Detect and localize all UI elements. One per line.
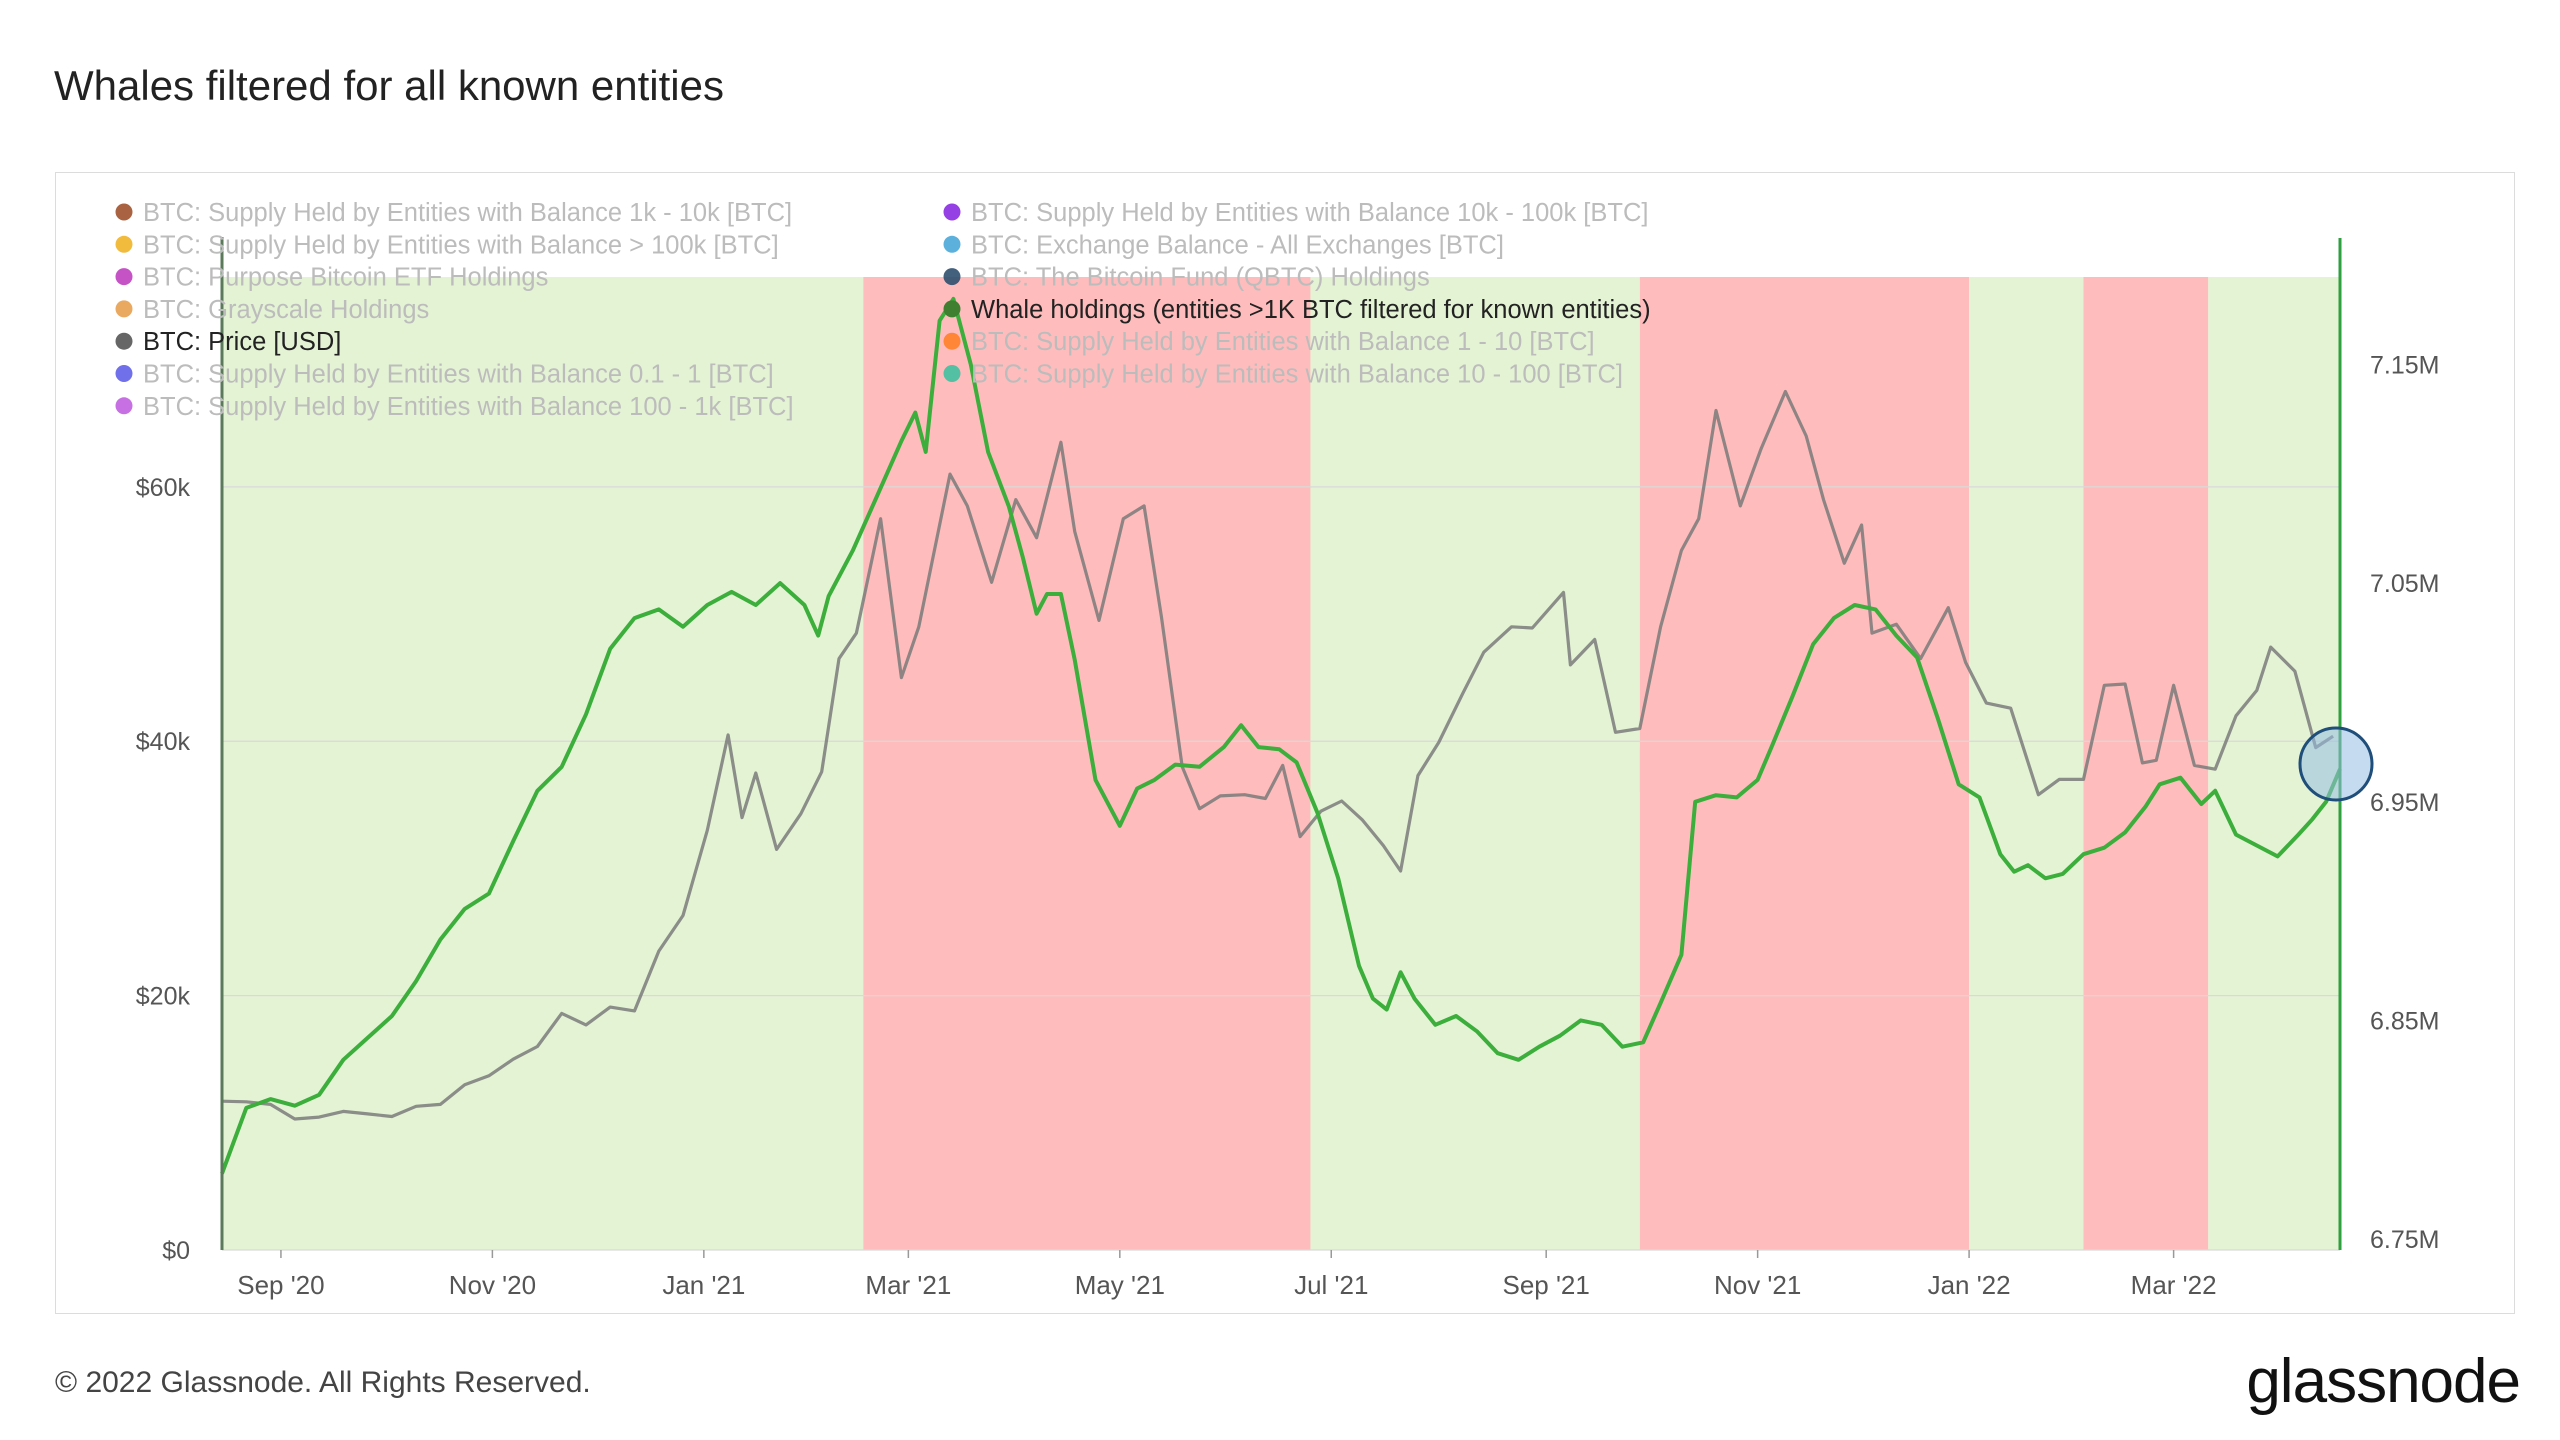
y-left-tick-label: $20k <box>136 983 191 1011</box>
x-tick-label: Mar '22 <box>2131 1270 2217 1300</box>
legend-label: BTC: Supply Held by Entities with Balanc… <box>143 199 792 227</box>
legend-label: BTC: Supply Held by Entities with Balanc… <box>143 393 794 421</box>
legend-swatch <box>943 268 961 286</box>
x-tick-label: Jul '21 <box>1294 1270 1368 1300</box>
x-tick-label: Nov '21 <box>1714 1270 1801 1300</box>
regime-band-4 <box>1969 277 2084 1250</box>
legend-item[interactable]: BTC: Supply Held by Entities with Balanc… <box>115 231 779 259</box>
legend-item[interactable]: BTC: Supply Held by Entities with Balanc… <box>115 199 793 227</box>
hover-marker <box>2298 726 2374 802</box>
x-tick-label: Sep '21 <box>1502 1270 1589 1300</box>
chart-frame <box>55 172 2515 1314</box>
whale-holdings-line <box>220 296 2342 1175</box>
legend-item[interactable]: BTC: Price [USD] <box>115 328 342 356</box>
y-right-tick-label: 6.95M <box>2370 789 2439 817</box>
legend-item[interactable]: BTC: Supply Held by Entities with Balanc… <box>943 361 1623 389</box>
x-tick-label: Sep '20 <box>237 1270 324 1300</box>
legend-item[interactable]: BTC: Purpose Bitcoin ETF Holdings <box>115 264 549 292</box>
legend-swatch <box>115 235 133 253</box>
legend-swatch <box>115 397 133 415</box>
axes: $0 $20k $40k $60k 6.75M 6.85M 6.95M 7.05M 7.15M S… <box>136 237 2439 1300</box>
legend-item[interactable]: BTC: Exchange Balance - All Exchanges [B… <box>943 231 1504 259</box>
legend-swatch <box>943 235 961 253</box>
y-right-tick-label: 6.75M <box>2370 1226 2439 1254</box>
x-tick-label: Jan '22 <box>1928 1270 2011 1300</box>
y-right-tick-label: 7.05M <box>2370 570 2439 598</box>
legend-label: BTC: Supply Held by Entities with Balanc… <box>143 361 774 389</box>
legend-item[interactable]: BTC: Supply Held by Entities with Balanc… <box>943 328 1595 356</box>
y-right-tick-label: 6.85M <box>2370 1007 2439 1035</box>
legend-swatch <box>943 300 961 318</box>
legend-swatch <box>943 332 961 350</box>
x-tick-label: Nov '20 <box>449 1270 536 1300</box>
legend-label: BTC: Supply Held by Entities with Balanc… <box>971 328 1595 356</box>
copyright-footer: © 2022 Glassnode. All Rights Reserved. <box>55 1366 591 1399</box>
legend-label: BTC: Exchange Balance - All Exchanges [B… <box>971 231 1504 259</box>
legend-swatch <box>115 332 133 350</box>
y-left-tick-label: $40k <box>136 728 191 756</box>
regime-bands <box>222 277 2340 1250</box>
regime-band-2 <box>1310 277 1640 1250</box>
legend-item[interactable]: Whale holdings (entities >1K BTC filtere… <box>943 296 1651 324</box>
legend-label: BTC: Price [USD] <box>143 328 341 356</box>
legend-swatch <box>115 365 133 382</box>
brand-logo[interactable]: glassnode <box>2246 1347 2521 1416</box>
btc-price-line <box>221 389 2334 1121</box>
legend-swatch <box>943 365 961 382</box>
legend-item[interactable]: BTC: Supply Held by Entities with Balanc… <box>943 199 1649 227</box>
gridlines <box>222 486 2340 1251</box>
legend[interactable]: BTC: Supply Held by Entities with Balanc… <box>115 199 1651 421</box>
legend-label: BTC: Supply Held by Entities with Balanc… <box>143 231 779 259</box>
legend-label: BTC: Purpose Bitcoin ETF Holdings <box>143 264 548 292</box>
series-lines <box>220 296 2342 1175</box>
legend-label: BTC: Supply Held by Entities with Balanc… <box>971 199 1648 227</box>
x-tick-label: May '21 <box>1075 1270 1165 1300</box>
legend-label: BTC: Grayscale Holdings <box>143 296 429 324</box>
legend-label: BTC: Supply Held by Entities with Balanc… <box>971 361 1623 389</box>
legend-swatch <box>115 203 133 221</box>
legend-swatch <box>115 300 133 318</box>
y-left-tick-label: $0 <box>162 1237 190 1265</box>
legend-item[interactable]: BTC: The Bitcoin Fund (QBTC) Holdings <box>943 264 1430 292</box>
legend-item[interactable]: BTC: Supply Held by Entities with Balanc… <box>115 361 774 389</box>
chart-title: Whales filtered for all known entities <box>54 62 724 109</box>
regime-band-0 <box>222 277 864 1250</box>
x-tick-label: Mar '21 <box>865 1270 951 1300</box>
regime-band-1 <box>863 277 1311 1250</box>
legend-label: Whale holdings (entities >1K BTC filtere… <box>971 296 1651 324</box>
y-right-tick-label: 7.15M <box>2370 351 2439 379</box>
highlight-marker-circle <box>2298 726 2374 802</box>
legend-label: BTC: The Bitcoin Fund (QBTC) Holdings <box>971 264 1430 292</box>
legend-item[interactable]: BTC: Grayscale Holdings <box>115 296 430 324</box>
legend-item[interactable]: BTC: Supply Held by Entities with Balanc… <box>115 393 794 421</box>
regime-band-3 <box>1639 277 1970 1250</box>
legend-swatch <box>943 203 961 221</box>
x-tick-label: Jan '21 <box>662 1270 745 1300</box>
y-left-tick-label: $60k <box>136 474 191 502</box>
legend-swatch <box>115 268 133 286</box>
